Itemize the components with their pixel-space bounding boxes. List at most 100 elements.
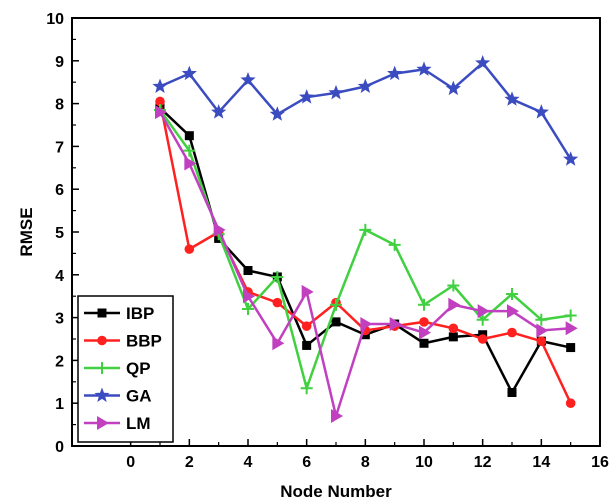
x-tick-label: 4: [244, 454, 253, 471]
data-point-lm: [565, 321, 578, 336]
data-point-ga: [240, 72, 256, 87]
data-point-lm: [536, 323, 549, 338]
data-point-bbp: [536, 336, 547, 346]
series-lm: [155, 105, 578, 424]
data-point-ibp: [566, 343, 576, 353]
data-point-ga: [445, 80, 461, 96]
data-point-bbp: [184, 244, 195, 254]
x-tick-label: 12: [474, 454, 492, 471]
y-tick-label: 7: [55, 139, 64, 156]
legend-marker-qp: [96, 362, 108, 374]
data-point-ibp: [419, 338, 429, 348]
data-point-lm: [213, 222, 226, 237]
series-group: [152, 54, 579, 424]
data-point-qp: [359, 223, 372, 236]
data-point-qp: [564, 309, 577, 322]
x-axis-title: Node Number: [280, 482, 392, 501]
data-point-ga: [416, 61, 432, 76]
data-point-qp: [535, 313, 548, 326]
legend-label-ga: GA: [126, 387, 152, 406]
data-point-ga: [328, 84, 344, 100]
series-qp: [154, 104, 577, 395]
data-point-ga: [269, 106, 285, 121]
series-line-bbp: [158, 101, 572, 404]
y-tick-label: 8: [55, 97, 64, 114]
data-point-lm: [477, 304, 490, 319]
data-point-ga: [211, 104, 227, 119]
legend-label-lm: LM: [126, 414, 151, 433]
data-point-bbp: [507, 327, 517, 338]
data-point-bbp: [419, 317, 429, 327]
series-ga: [152, 54, 579, 166]
data-point-bbp: [301, 321, 312, 331]
y-axis-title: RMSE: [17, 207, 36, 256]
y-tick-label: 2: [55, 353, 64, 370]
data-point-qp: [242, 303, 254, 316]
y-tick-label: 4: [55, 268, 64, 285]
data-point-qp: [476, 313, 489, 326]
y-tick-label: 6: [55, 182, 64, 199]
data-point-qp: [330, 298, 342, 311]
data-point-ibp: [302, 340, 312, 350]
data-point-ga: [533, 104, 549, 119]
data-point-lm: [389, 317, 402, 332]
data-point-qp: [271, 270, 284, 283]
x-tick-label: 8: [361, 454, 370, 471]
y-tick-label: 0: [55, 439, 64, 456]
legend-item-qp: QP: [84, 359, 151, 378]
x-tick-label: 16: [591, 454, 609, 471]
data-point-lm: [507, 304, 519, 319]
legend-item-ibp: IBP: [84, 304, 154, 323]
data-point-bbp: [565, 398, 576, 409]
data-point-qp: [447, 279, 460, 292]
data-point-ga: [357, 78, 373, 93]
x-tick-label: 0: [126, 454, 135, 471]
legend: IBP BBP QP GA LM: [77, 295, 174, 443]
data-point-qp: [418, 298, 430, 311]
data-point-lm: [243, 289, 255, 304]
legend-label-bbp: BBP: [126, 332, 162, 351]
data-point-ibp: [184, 131, 194, 141]
series-ibp: [155, 103, 576, 397]
legend-label-ibp: IBP: [126, 304, 154, 323]
x-tick-label: 10: [415, 454, 433, 471]
legend-item-ga: GA: [84, 387, 152, 406]
legend-marker-lm: [97, 416, 109, 430]
data-point-ga: [299, 89, 315, 104]
y-tick-label: 1: [55, 396, 64, 413]
data-point-qp: [183, 144, 196, 157]
data-point-lm: [360, 317, 373, 332]
legend-label-qp: QP: [126, 359, 151, 378]
series-line-lm: [158, 111, 571, 418]
data-point-lm: [272, 336, 285, 351]
data-point-ga: [563, 151, 579, 166]
data-point-bbp: [477, 334, 488, 344]
data-point-lm: [331, 409, 343, 424]
data-point-bbp: [272, 297, 283, 308]
legend-item-bbp: BBP: [84, 332, 162, 351]
data-point-lm: [448, 297, 461, 312]
y-tick-label: 5: [55, 225, 64, 242]
series-line-ibp: [159, 106, 571, 394]
data-point-ga: [387, 65, 403, 81]
data-point-qp: [506, 288, 518, 301]
data-point-ga: [181, 65, 197, 81]
series-line-qp: [158, 109, 571, 390]
data-point-ga: [152, 78, 168, 93]
data-point-ibp: [331, 317, 341, 327]
data-point-bbp: [155, 96, 165, 107]
x-tick-label: 2: [185, 454, 194, 471]
data-point-ga: [475, 54, 491, 70]
data-point-ga: [504, 91, 520, 106]
data-point-qp: [300, 382, 313, 395]
x-tick-label: 14: [532, 454, 550, 471]
legend-marker-ga: [94, 387, 110, 402]
data-point-ibp: [243, 266, 253, 276]
data-point-lm: [155, 105, 167, 120]
data-point-lm: [419, 325, 431, 340]
legend-item-lm: LM: [84, 414, 151, 433]
y-tick-label: 10: [46, 11, 64, 28]
legend-marker-bbp: [97, 335, 107, 346]
